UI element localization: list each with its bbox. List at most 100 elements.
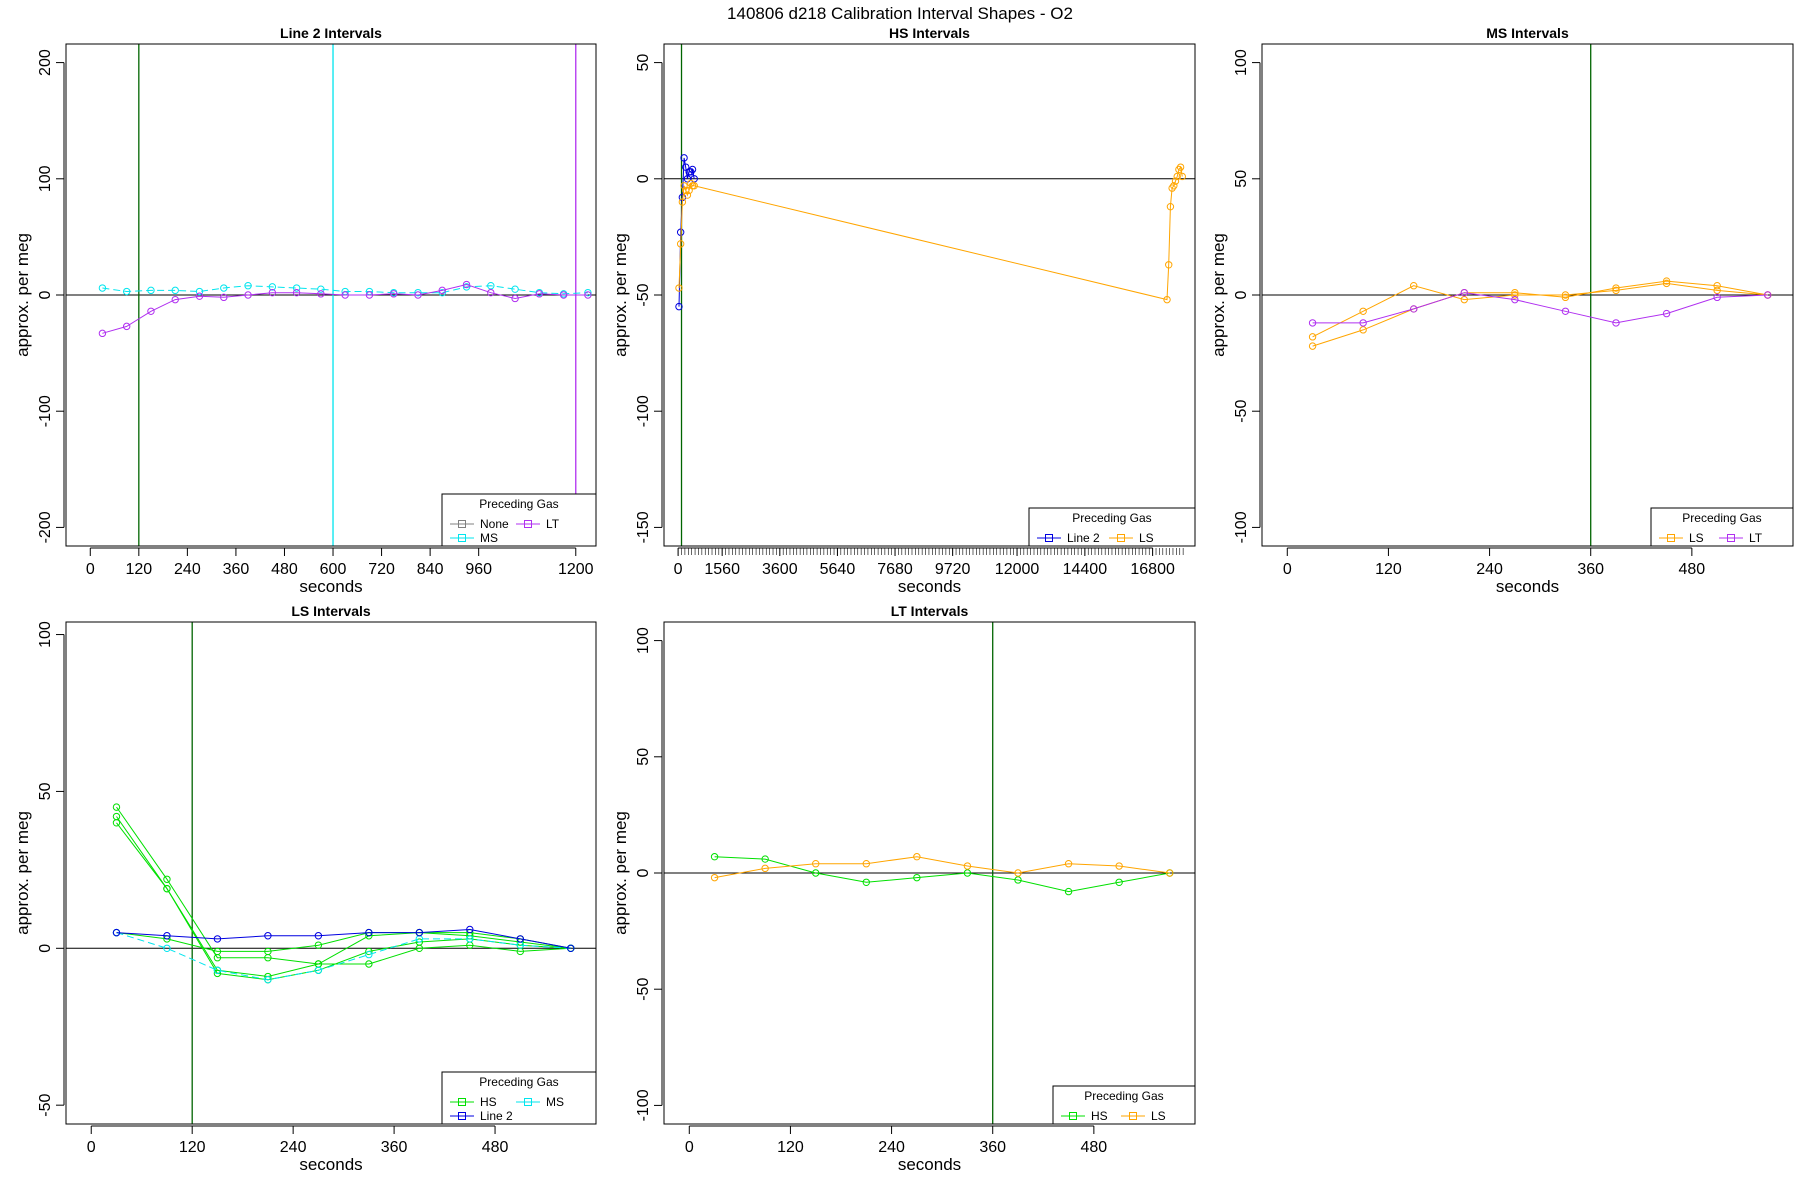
y-tick-label: 50 [1233,170,1250,188]
panel-1: Line 2 Intervals 0 120 240 360 480 600 720 840 96… [13,25,597,596]
data-point [195,287,204,296]
y-tick-label: 200 [37,49,54,76]
data-point [812,869,820,877]
data-point [682,186,690,195]
data-point [688,165,697,174]
y-tick-label: -100 [635,1089,652,1121]
legend-box [441,493,597,547]
x-tick-label: 720 [368,561,395,578]
legend: Preceding Gas LS LT [1650,507,1794,547]
y-axis-label: approx. per meg [1209,233,1228,357]
figure-title: 140806 d218 Calibration Interval Shapes … [727,4,1073,23]
data-point [314,932,323,940]
data-point [676,240,685,248]
data-point [1165,261,1173,269]
legend-marker [458,534,466,542]
data-point [415,938,424,946]
data-point [1662,277,1671,285]
legend-label: MS [546,1095,564,1109]
x-tick-label: 240 [280,1139,307,1156]
data-point [438,286,446,295]
data-point [1014,869,1022,877]
x-tick-label: 7680 [877,561,913,578]
y-tick-label: 100 [635,627,652,654]
data-point [171,295,179,304]
data-point [163,875,171,883]
data-point [462,280,471,289]
plot-frame [65,43,597,547]
data-point [683,191,692,199]
data-point [1764,291,1772,299]
x-tick-label: 840 [417,561,444,578]
data-point [1064,887,1073,896]
y-tick-label: 50 [37,782,54,800]
data-point [511,294,519,303]
data-point [1612,284,1620,292]
data-point [112,819,121,827]
data-point [213,947,222,956]
legend-marker [524,1098,532,1106]
data-point [761,855,769,863]
plot-frame [65,621,597,1125]
x-tick-label: 120 [1375,561,1402,578]
y-tick-label: -50 [635,283,652,306]
legend-marker [458,1112,466,1120]
x-tick-label: 0 [86,561,95,578]
data-point [268,288,277,297]
legend-marker [1069,1112,1077,1120]
data-point [963,862,972,870]
data-point [680,154,688,162]
data-point [680,182,688,190]
data-point [1713,282,1721,290]
data-point [1460,295,1468,304]
y-axis-label: approx. per meg [611,811,630,935]
legend-marker [458,520,466,528]
x-tick-label: 240 [1476,561,1503,578]
data-point [462,283,471,291]
data-point [559,291,568,299]
legend-marker [1117,534,1125,542]
data-point [690,182,698,190]
y-tick-label: 50 [635,54,652,72]
x-tick-label: 480 [271,561,298,578]
data-point [365,947,373,956]
data-point [1173,172,1181,181]
data-point [163,884,171,893]
data-point [675,302,683,311]
legend-label: LS [1689,531,1704,545]
x-tick-label: 0 [674,561,683,578]
x-tick-label: 9720 [935,561,971,578]
data-point [1561,291,1570,299]
data-point [862,860,870,868]
y-tick-label: 50 [635,748,652,766]
data-point [1115,862,1123,870]
y-tick-label: -50 [1233,400,1250,423]
legend-title: Preceding Gas [1072,511,1151,525]
legend-title: Preceding Gas [1084,1089,1163,1103]
y-tick-label: -100 [635,395,652,427]
data-point [687,168,695,176]
legend-label: LS [1139,531,1154,545]
x-tick-label: 120 [125,561,152,578]
series-line [1312,292,1768,324]
x-tick-label: 1560 [704,561,740,578]
legend-label: HS [480,1095,497,1109]
x-tick-label: 600 [320,561,347,578]
data-point [862,878,870,886]
x-tick-label: 960 [465,561,492,578]
data-point [1176,163,1185,171]
data-point [913,853,921,861]
data-point [1511,295,1519,304]
data-point [268,283,277,291]
data-point [147,307,155,315]
x-tick-label: 0 [1283,561,1292,578]
y-tick-label: 100 [37,621,54,648]
panel-3: MS Intervals 0 120 240 360 480 seconds -100 -50 0… [1209,25,1794,596]
data-point [1511,291,1519,299]
data-point [1511,288,1519,297]
data-point [567,944,575,952]
data-point [220,293,228,302]
x-axis-label: seconds [299,577,362,596]
data-point [1308,333,1317,341]
